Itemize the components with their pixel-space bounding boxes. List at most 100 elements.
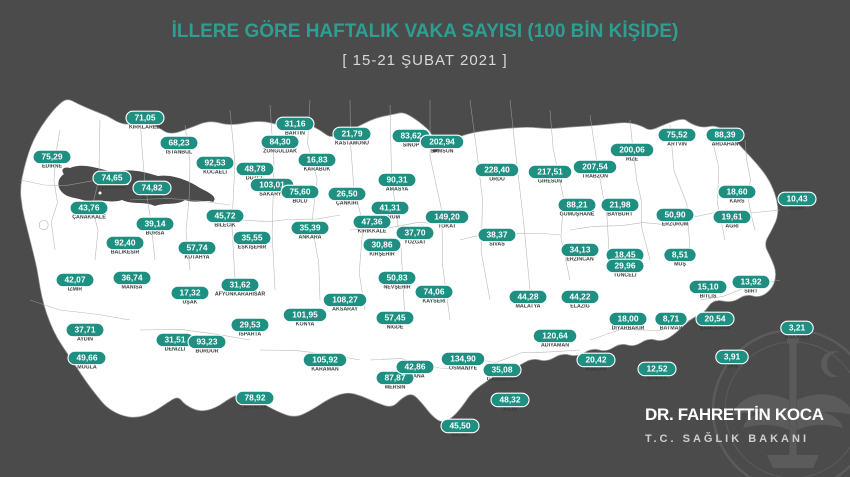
svg-text:29,96: 29,96 <box>615 261 636 271</box>
svg-text:31,51: 31,51 <box>165 335 186 345</box>
svg-text:AMASYA: AMASYA <box>386 187 409 193</box>
svg-text:TRABZON: TRABZON <box>582 174 608 180</box>
svg-text:35,39: 35,39 <box>300 223 321 233</box>
svg-text:228,40: 228,40 <box>484 165 510 175</box>
svg-text:YOZGAT: YOZGAT <box>404 240 426 246</box>
svg-text:48,78: 48,78 <box>245 164 266 174</box>
svg-text:83,62: 83,62 <box>401 131 422 141</box>
svg-text:37,70: 37,70 <box>405 228 426 238</box>
svg-text:103,01: 103,01 <box>259 180 285 190</box>
svg-text:47,36: 47,36 <box>362 217 383 227</box>
svg-text:19,61: 19,61 <box>722 212 743 222</box>
svg-text:MUŞ: MUŞ <box>674 262 686 268</box>
svg-text:10,43: 10,43 <box>787 194 808 204</box>
svg-text:75,29: 75,29 <box>42 152 63 162</box>
svg-text:39,14: 39,14 <box>145 219 166 229</box>
svg-text:18,00: 18,00 <box>618 314 639 324</box>
svg-text:ZONGULDAK: ZONGULDAK <box>263 149 297 155</box>
svg-text:KARAMAN: KARAMAN <box>311 367 339 373</box>
svg-text:42,86: 42,86 <box>405 362 426 372</box>
svg-text:KONYA: KONYA <box>296 322 315 328</box>
svg-text:88,21: 88,21 <box>567 200 588 210</box>
svg-text:105,92: 105,92 <box>312 355 338 365</box>
svg-text:ADIYAMAN: ADIYAMAN <box>541 343 569 349</box>
svg-text:17,32: 17,32 <box>180 288 201 298</box>
svg-text:31,16: 31,16 <box>285 119 306 129</box>
svg-text:90,31: 90,31 <box>387 175 408 185</box>
svg-text:ORDU: ORDU <box>489 177 505 183</box>
svg-text:207,54: 207,54 <box>582 162 608 172</box>
svg-text:149,20: 149,20 <box>434 212 460 222</box>
svg-text:75,60: 75,60 <box>290 187 311 197</box>
svg-text:29,53: 29,53 <box>240 320 261 330</box>
svg-text:74,82: 74,82 <box>142 183 163 193</box>
svg-text:ANKARA: ANKARA <box>299 235 322 241</box>
svg-text:21,98: 21,98 <box>610 200 631 210</box>
svg-text:AYDIN: AYDIN <box>77 337 93 343</box>
svg-text:15,10: 15,10 <box>698 282 719 292</box>
svg-text:KARS: KARS <box>729 199 744 205</box>
svg-text:120,64: 120,64 <box>542 331 568 341</box>
svg-text:MALATYA: MALATYA <box>515 304 540 310</box>
svg-text:21,79: 21,79 <box>342 129 363 139</box>
svg-text:KASTAMONU: KASTAMONU <box>335 141 369 147</box>
svg-text:BAYBURT: BAYBURT <box>607 212 633 218</box>
svg-text:18,60: 18,60 <box>727 187 748 197</box>
svg-text:3,21: 3,21 <box>789 323 806 333</box>
svg-text:43,76: 43,76 <box>79 203 100 213</box>
svg-text:BURDUR: BURDUR <box>196 349 219 355</box>
svg-text:31,62: 31,62 <box>230 280 251 290</box>
svg-text:8,51: 8,51 <box>672 250 689 260</box>
svg-text:44,28: 44,28 <box>518 292 539 302</box>
svg-text:134,90: 134,90 <box>450 354 476 364</box>
svg-text:34,13: 34,13 <box>570 245 591 255</box>
svg-text:35,55: 35,55 <box>242 233 263 243</box>
svg-text:78,92: 78,92 <box>245 393 266 403</box>
svg-text:202,94: 202,94 <box>429 137 455 147</box>
svg-text:20,42: 20,42 <box>586 355 607 365</box>
svg-text:41,31: 41,31 <box>380 203 401 213</box>
svg-text:AKSARAY: AKSARAY <box>332 307 358 313</box>
svg-text:200,06: 200,06 <box>619 145 645 155</box>
svg-text:88,39: 88,39 <box>715 130 736 140</box>
svg-text:35,08: 35,08 <box>492 365 513 375</box>
svg-text:ŞANLIURFA: ŞANLIURFA <box>700 326 730 332</box>
svg-text:SAMSUN: SAMSUN <box>431 149 454 155</box>
svg-text:45,72: 45,72 <box>215 211 236 221</box>
svg-text:20,54: 20,54 <box>705 314 726 324</box>
svg-text:84,30: 84,30 <box>270 137 291 147</box>
svg-text:18,45: 18,45 <box>615 250 636 260</box>
svg-text:12,52: 12,52 <box>647 364 668 374</box>
svg-text:75,52: 75,52 <box>667 130 688 140</box>
svg-text:217,51: 217,51 <box>537 167 563 177</box>
svg-text:ARDAHAN: ARDAHAN <box>712 142 739 148</box>
svg-text:68,23: 68,23 <box>169 138 190 148</box>
svg-text:50,90: 50,90 <box>665 210 686 220</box>
svg-text:26,50: 26,50 <box>337 189 358 199</box>
svg-text:16,83: 16,83 <box>307 155 328 165</box>
svg-text:30,86: 30,86 <box>372 240 393 250</box>
svg-text:BOLU: BOLU <box>292 199 307 205</box>
svg-text:50,83: 50,83 <box>387 273 408 283</box>
svg-text:ISPARTA: ISPARTA <box>239 332 262 338</box>
svg-text:49,66: 49,66 <box>77 353 98 363</box>
svg-text:45,50: 45,50 <box>450 421 471 431</box>
svg-text:37,71: 37,71 <box>75 325 96 335</box>
svg-text:71,05: 71,05 <box>135 113 156 123</box>
svg-text:92,40: 92,40 <box>115 238 136 248</box>
svg-text:3,91: 3,91 <box>724 352 741 362</box>
svg-text:ANTALYA: ANTALYA <box>243 405 267 411</box>
svg-text:HATAY: HATAY <box>452 433 469 439</box>
svg-text:ÇANAKKALE: ÇANAKKALE <box>72 215 106 221</box>
svg-text:13,92: 13,92 <box>741 277 762 287</box>
svg-text:74,06: 74,06 <box>424 287 445 297</box>
svg-text:ŞIRNAK: ŞIRNAK <box>647 376 667 382</box>
svg-text:BURSA: BURSA <box>146 231 165 237</box>
svg-text:VAN: VAN <box>727 364 738 370</box>
svg-text:42,07: 42,07 <box>65 275 86 285</box>
svg-text:57,45: 57,45 <box>385 313 406 323</box>
svg-text:92,53: 92,53 <box>205 158 226 168</box>
svg-text:UŞAK: UŞAK <box>182 300 197 306</box>
svg-text:57,74: 57,74 <box>187 243 208 253</box>
svg-text:108,27: 108,27 <box>332 295 358 305</box>
